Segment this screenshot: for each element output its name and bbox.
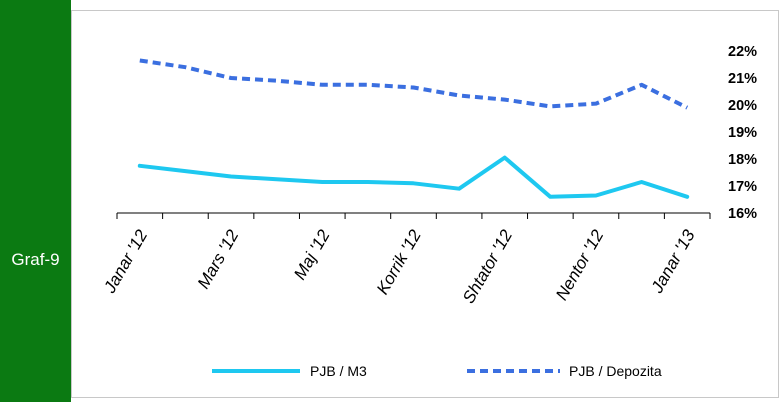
y-tick-label: 21%: [728, 71, 757, 87]
side-tab-label: Graf-9: [11, 250, 60, 269]
x-tick-label: Maj '12: [290, 226, 334, 283]
x-tick-label: Nentor '12: [552, 226, 608, 303]
x-tick-label: Mars '12: [194, 226, 243, 292]
y-tick-label: 19%: [728, 125, 757, 141]
legend-label: PJB / M3: [310, 363, 367, 379]
y-tick-label: 18%: [728, 152, 757, 168]
x-tick-label: Janar '12: [100, 226, 152, 297]
y-tick-label: 22%: [728, 44, 757, 60]
x-tick-label: Shtator '12: [459, 226, 517, 307]
legend-label: PJB / Depozita: [569, 363, 662, 379]
series-line-pjb-m3: [137, 155, 690, 199]
y-tick-label: 16%: [728, 206, 757, 222]
x-tick-label: Janar '13: [647, 226, 699, 297]
y-tick-label: 17%: [728, 179, 757, 195]
side-tab: Graf-9: [0, 0, 71, 402]
chart-panel: [71, 10, 779, 398]
y-tick-label: 20%: [728, 98, 757, 114]
series-line-pjb-depozita: [139, 58, 689, 110]
x-tick-label: Korrik '12: [373, 226, 425, 298]
